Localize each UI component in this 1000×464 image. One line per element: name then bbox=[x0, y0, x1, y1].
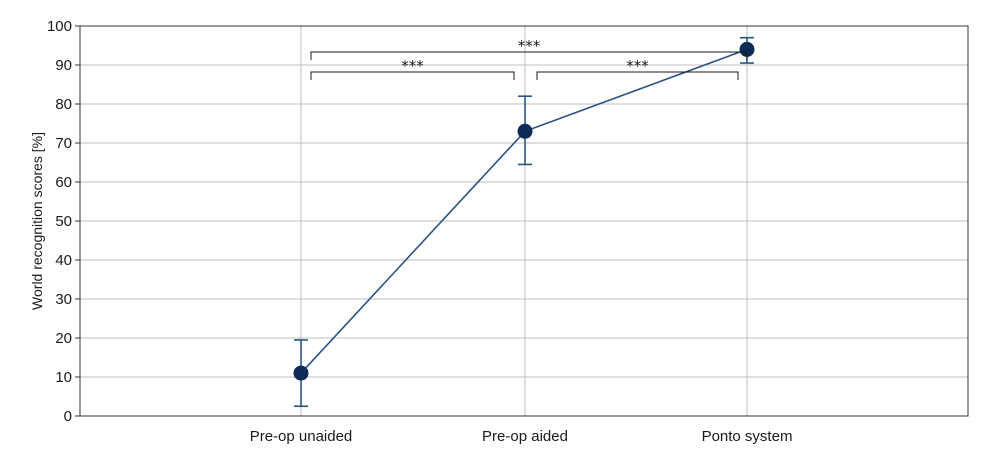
y-tick-label: 60 bbox=[55, 174, 72, 191]
x-tick-label: Ponto system bbox=[702, 428, 793, 445]
y-tick-label: 80 bbox=[55, 96, 72, 113]
y-tick-label: 90 bbox=[55, 57, 72, 74]
y-axis-label: World recognition scores [%] bbox=[29, 132, 45, 310]
significance-label: *** bbox=[518, 37, 541, 55]
y-tick-label: 70 bbox=[55, 135, 72, 152]
y-tick-label: 0 bbox=[64, 408, 72, 425]
data-point bbox=[739, 41, 755, 57]
y-tick-label: 50 bbox=[55, 213, 72, 230]
y-tick-label: 10 bbox=[55, 369, 72, 386]
significance-label: *** bbox=[626, 57, 649, 75]
significance-bracket bbox=[536, 71, 739, 80]
x-tick-label: Pre-op aided bbox=[482, 428, 568, 445]
x-tick-label: Pre-op unaided bbox=[250, 428, 353, 445]
series-line bbox=[300, 48, 748, 374]
y-tick-label: 40 bbox=[55, 252, 72, 269]
y-tick-label: 100 bbox=[47, 18, 72, 35]
y-tick-label: 30 bbox=[55, 291, 72, 308]
significance-bracket bbox=[310, 51, 748, 60]
data-point bbox=[293, 365, 309, 381]
y-tick-label: 20 bbox=[55, 330, 72, 347]
plot-frame bbox=[79, 25, 969, 417]
significance-label: *** bbox=[401, 57, 424, 75]
significance-bracket bbox=[310, 71, 515, 80]
data-point bbox=[517, 123, 533, 139]
